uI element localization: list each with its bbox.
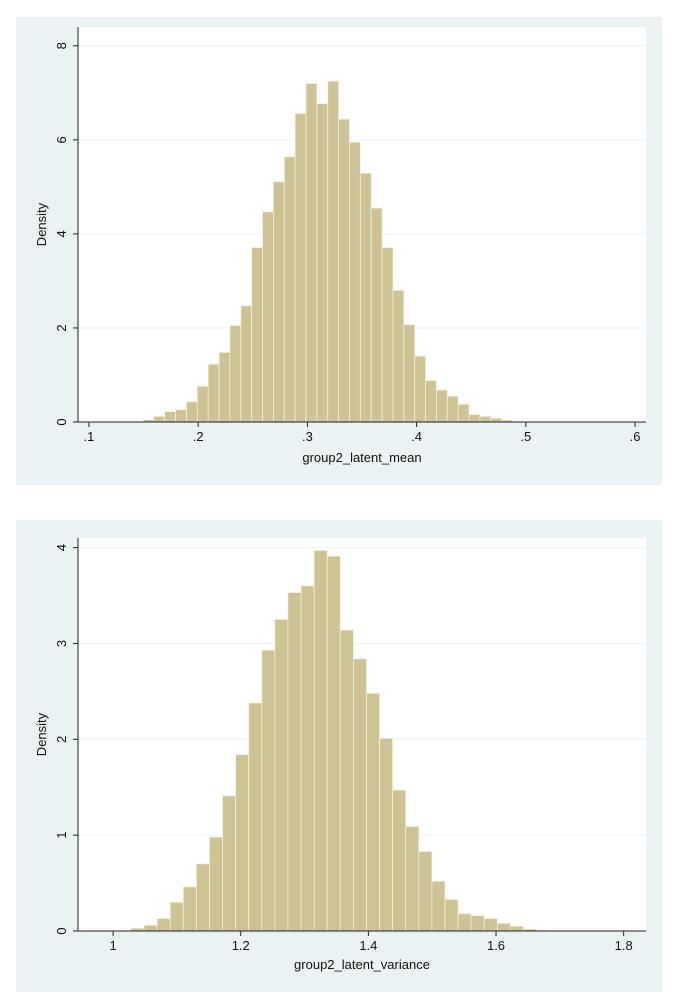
histogram-bar (175, 409, 187, 423)
x-tick-label: .1 (84, 429, 95, 444)
histogram-bar (379, 737, 394, 932)
histogram-bar (457, 403, 470, 423)
x-axis-title: group2_latent_variance (294, 957, 430, 972)
histogram-bar (300, 585, 315, 932)
histogram-bar (209, 836, 223, 932)
x-tick-label: 1.2 (232, 938, 250, 953)
histogram-bar (446, 395, 459, 423)
y-tick-label: 3 (54, 640, 69, 647)
x-tick-label: 1.8 (615, 938, 633, 953)
histogram-bar (283, 156, 296, 423)
histogram-bar (326, 555, 341, 932)
histogram-bar (444, 898, 459, 932)
histogram-bar (352, 658, 367, 932)
y-axis-title: Density (34, 202, 49, 246)
histogram-bar (313, 550, 328, 932)
histogram-panel-variance: 1 1.2 1.4 1.6 1.8 0 1 2 3 4 group2_latent_variance… (16, 520, 662, 992)
histogram-bar (235, 754, 250, 932)
histogram-bar (169, 901, 184, 932)
histogram-bar (339, 629, 354, 932)
histogram-bar (418, 851, 433, 932)
histogram-bar (218, 352, 231, 423)
histogram-bar (248, 702, 263, 932)
histogram-bar (153, 415, 166, 423)
x-tick-label: 1.4 (359, 938, 377, 953)
y-tick-label: 4 (54, 230, 69, 237)
histogram-bar (366, 692, 380, 932)
histogram-bar (261, 649, 276, 932)
histogram-bar (251, 247, 263, 423)
histogram-bar (156, 918, 171, 932)
histogram-bar (287, 592, 302, 932)
histogram-bar (143, 924, 158, 932)
y-tick-label: 1 (54, 832, 69, 839)
histogram-bar (305, 83, 318, 423)
histogram-bar (274, 619, 289, 932)
histogram-bar (338, 118, 350, 423)
histogram-bar (294, 113, 307, 423)
histogram-bar (468, 414, 481, 423)
x-tick-label: .4 (411, 429, 422, 444)
y-tick-label: 0 (54, 418, 69, 425)
histogram-bar (425, 380, 437, 423)
histogram-bar (490, 417, 503, 423)
histogram-bar (403, 324, 416, 423)
histogram-bar (195, 863, 210, 932)
histogram-bar (359, 172, 372, 423)
histogram-bar (316, 103, 329, 423)
histogram-chart-variance: 1 1.2 1.4 1.6 1.8 0 1 2 3 4 group2_latent_variance… (34, 538, 646, 972)
histogram-bar (496, 922, 511, 932)
x-tick-label: .2 (193, 429, 204, 444)
histogram-bar (479, 415, 492, 423)
histogram-bar (509, 925, 524, 932)
histogram-bar (457, 913, 472, 932)
histogram-bar (229, 325, 242, 423)
histogram-bar (240, 305, 253, 423)
histogram-bar (164, 411, 176, 423)
histogram-bar (414, 355, 426, 423)
histogram-panel-mean: .1 .2 .3 .4 .5 .6 0 2 4 6 8 group2_latent_mean Densi… (16, 17, 662, 485)
histogram-bar (207, 363, 220, 423)
histogram-bar (431, 880, 446, 932)
histogram-bar (349, 141, 361, 423)
histogram-bar (196, 385, 209, 423)
y-tick-label: 2 (54, 736, 69, 743)
histogram-bar (392, 289, 405, 423)
x-tick-label: 1 (109, 938, 116, 953)
x-axis-title: group2_latent_mean (302, 450, 421, 465)
histogram-bar (436, 389, 448, 423)
histogram-bar (381, 247, 394, 423)
y-tick-label: 8 (54, 42, 69, 49)
histogram-bar (370, 207, 383, 423)
histogram-bar (262, 211, 274, 423)
histogram-chart-mean: .1 .2 .3 .4 .5 .6 0 2 4 6 8 group2_latent_mean Densi… (34, 27, 646, 465)
histogram-bar (186, 401, 198, 423)
y-tick-label: 2 (54, 324, 69, 331)
y-tick-label: 4 (54, 544, 69, 551)
histogram-bar (182, 886, 197, 932)
x-tick-label: .6 (630, 429, 641, 444)
y-axis-title: Density (34, 712, 49, 756)
x-tick-label: .3 (302, 429, 313, 444)
y-tick-label: 0 (54, 927, 69, 934)
x-tick-label: .5 (520, 429, 531, 444)
histogram-bar (273, 181, 285, 423)
y-tick-label: 6 (54, 136, 69, 143)
x-tick-label: 1.6 (487, 938, 505, 953)
histogram-bar (222, 795, 237, 932)
histogram-bar (327, 80, 340, 423)
histogram-bar (470, 915, 485, 932)
histogram-bar (483, 918, 498, 932)
histogram-bar (405, 826, 420, 932)
histogram-bar (392, 789, 407, 932)
